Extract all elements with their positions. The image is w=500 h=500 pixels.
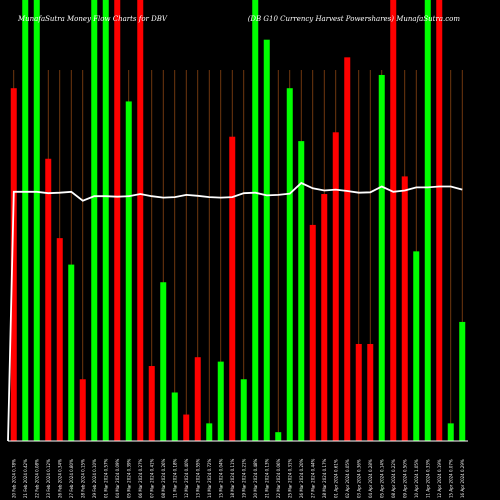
x-tick-label: 01 Apr 2024 0.61% — [333, 459, 338, 498]
x-tick-label: 02 Apr 2024 0.05% — [345, 459, 350, 498]
bar — [137, 0, 144, 441]
bar — [367, 343, 374, 441]
bar — [459, 321, 466, 441]
x-tick-label: 07 Mar 2024 0.41% — [149, 458, 154, 498]
bar — [286, 88, 293, 441]
bar — [217, 361, 224, 441]
bar — [79, 379, 86, 441]
x-tick-label: 12 Mar 2024 0.40% — [184, 458, 189, 498]
bar — [33, 0, 40, 441]
bar — [447, 423, 454, 441]
x-tick-label: 13 Mar 2024 0.55% — [195, 458, 200, 498]
x-tick-label: 09 Apr 2024 0.50% — [402, 459, 407, 498]
x-tick-label: 26 Mar 2024 0.20% — [299, 458, 304, 498]
x-tick-label: 05 Mar 2024 0.39% — [126, 458, 131, 498]
x-tick-label: 08 Apr 2024 0.22% — [391, 459, 396, 498]
x-tick-label: 11 Apr 2024 0.33% — [425, 459, 430, 498]
bar — [68, 264, 75, 441]
bar — [275, 432, 282, 441]
bar — [160, 282, 167, 441]
bar — [344, 57, 351, 442]
x-tick-label: 22 Feb 2024 0.08% — [34, 459, 39, 498]
x-tick-label: 11 Mar 2024 0.18% — [172, 458, 177, 498]
bar — [10, 88, 17, 441]
x-tick-label: 26 Feb 2024 0.34% — [57, 459, 62, 498]
x-tick-label: 14 Mar 2024 0.72% — [207, 458, 212, 498]
bar — [91, 0, 98, 441]
x-tick-label: 21 Feb 2024 0.42% — [23, 459, 28, 498]
bar — [114, 0, 121, 441]
x-tick-labels: 20 Feb 2024 0.78% 21 Feb 2024 0.42% 22 Feb… — [11, 458, 465, 498]
x-tick-label: 28 Feb 2024 0.15% — [80, 459, 85, 498]
bar — [22, 0, 29, 441]
x-tick-label: 04 Apr 2024 0.28% — [368, 459, 373, 498]
bar — [424, 0, 431, 441]
bar — [171, 392, 178, 441]
bar — [102, 0, 109, 441]
bar — [390, 0, 397, 441]
x-tick-label: 03 Apr 2024 0.36% — [356, 459, 361, 498]
x-tick-label: 22 Mar 2024 0.06% — [276, 458, 281, 498]
bar — [413, 251, 420, 441]
bar — [252, 0, 259, 441]
bar — [206, 423, 213, 441]
money-flow-line — [7, 181, 463, 442]
x-tick-label: 12 Apr 2024 0.19% — [437, 459, 442, 498]
x-tick-label: 29 Feb 2024 0.10% — [92, 459, 97, 498]
x-tick-label: 06 Mar 2024 0.27% — [138, 458, 143, 498]
x-tick-label: 04 Mar 2024 0.09% — [115, 458, 120, 498]
x-tick-label: 25 Mar 2024 0.31% — [287, 458, 292, 498]
x-tick-label: 05 Apr 2024 0.14% — [379, 459, 384, 498]
x-tick-label: 10 Apr 2024 1.05% — [414, 459, 419, 498]
x-tick-label: 16 Apr 2024 0.29% — [460, 459, 465, 498]
x-tick-label: 21 Mar 2024 0.13% — [264, 458, 269, 498]
x-tick-label: 28 Mar 2024 0.17% — [322, 458, 327, 498]
bar-series — [10, 0, 466, 442]
x-tick-label: 15 Apr 2024 0.07% — [448, 459, 453, 498]
x-tick-label: 20 Mar 2024 0.48% — [253, 458, 258, 498]
bar — [298, 141, 305, 441]
x-tick-label: 23 Feb 2024 0.12% — [46, 459, 51, 498]
bar — [309, 224, 316, 441]
x-tick-label: 18 Mar 2024 0.11% — [230, 458, 235, 498]
bar — [263, 39, 270, 441]
x-tick-label: 27 Mar 2024 0.44% — [310, 458, 315, 498]
x-tick-label: 15 Mar 2024 0.04% — [218, 458, 223, 498]
bar — [436, 0, 443, 441]
bar — [45, 158, 52, 441]
bar — [229, 136, 236, 441]
bar — [321, 194, 328, 441]
chart-title-left: MunafaSutra Money Flow Charts for DBV — [17, 15, 168, 23]
bar — [148, 366, 155, 441]
x-tick-label: 19 Mar 2024 0.21% — [241, 458, 246, 498]
bar — [56, 238, 63, 441]
chart-title-right: (DB G10 Currency Harvest Powershares) Mu… — [248, 15, 461, 23]
bar — [401, 176, 408, 441]
bar — [332, 132, 339, 442]
x-tick-label: 20 Feb 2024 0.78% — [11, 459, 16, 498]
bar — [125, 101, 132, 442]
x-tick-label: 27 Feb 2024 0.80% — [69, 459, 74, 498]
bar — [183, 414, 190, 441]
bar — [355, 343, 362, 441]
x-tick-label: 08 Mar 2024 0.26% — [161, 458, 166, 498]
bar — [194, 357, 201, 441]
bar — [240, 379, 247, 441]
bar — [378, 74, 385, 441]
x-tick-label: 01 Mar 2024 0.57% — [103, 458, 108, 498]
